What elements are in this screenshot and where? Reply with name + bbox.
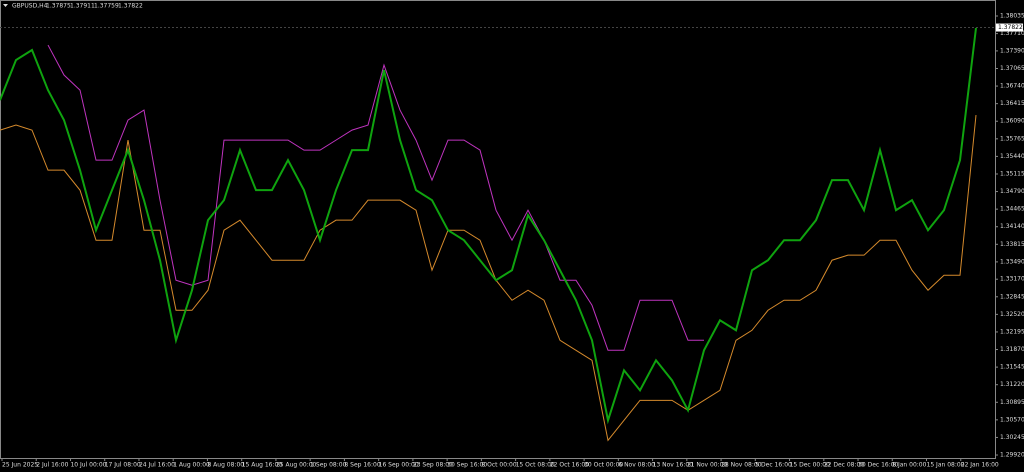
y-tick-label: 1.36740: [1000, 83, 1024, 90]
x-tick-label: 15 Jan 08:00: [927, 462, 965, 469]
y-tick-label: 1.37710: [1000, 30, 1024, 37]
y-tick-label: 1.30895: [1000, 399, 1024, 406]
x-tick-label: 25 Jun 2025: [2, 462, 38, 469]
y-tick-label: 1.36415: [1000, 100, 1024, 107]
y-tick-label: 1.31220: [1000, 381, 1024, 388]
y-tick-label: 1.36090: [1000, 118, 1024, 125]
x-tick-label: 8 Aug 08:00: [207, 462, 244, 469]
x-tick-label: 2 Jul 16:00: [36, 462, 68, 469]
x-tick-label: 30 Dec 16:00: [858, 462, 899, 469]
symbol: GBPUSD,H4: [12, 3, 48, 10]
y-tick-label: 1.35765: [1000, 135, 1024, 142]
x-tick-label: 15 Dec 00:00: [790, 462, 831, 469]
x-tick-label: 30 Oct 00:00: [584, 462, 623, 469]
y-tick-label: 1.32845: [1000, 293, 1024, 300]
x-tick-label: 6 Nov 08:00: [618, 462, 655, 469]
y-tick-label: 1.31545: [1000, 364, 1024, 371]
x-tick-label: 8 Sep 16:00: [344, 462, 380, 469]
y-tick-label: 1.38035: [1000, 13, 1024, 20]
x-tick-label: 8 Oct 00:00: [481, 462, 516, 469]
x-tick-label: 21 Nov 00:00: [687, 462, 728, 469]
x-tick-label: 17 Jul 08:00: [105, 462, 141, 469]
y-tick-label: 1.32195: [1000, 328, 1024, 335]
ohlc-value: 1.37822: [118, 3, 143, 10]
x-tick-label: 25 Aug 00:00: [276, 462, 317, 469]
y-tick-label: 1.33170: [1000, 276, 1024, 283]
y-tick-label: 1.37065: [1000, 65, 1024, 72]
x-tick-label: 22 Jan 16:00: [961, 462, 999, 469]
y-tick-label: 1.34140: [1000, 223, 1024, 230]
x-tick-label: 24 Jul 16:00: [139, 462, 175, 469]
menu-arrow: [3, 4, 8, 7]
ohlc-value: 1.37911: [70, 3, 95, 10]
y-tick-label: 1.29920: [1000, 452, 1024, 459]
x-tick-label: 28 Nov 08:00: [721, 462, 762, 469]
price-line: [0, 115, 977, 442]
x-tick-label: 15 Oct 08:00: [516, 462, 555, 469]
y-tick-label: 1.30570: [1000, 416, 1024, 423]
x-tick-label: 23 Sep 08:00: [413, 462, 453, 469]
y-tick-label: 1.34790: [1000, 188, 1024, 195]
plot-frame: [0, 0, 996, 459]
y-tick-label: 1.30245: [1000, 434, 1024, 441]
x-tick-label: 1 Sep 08:00: [310, 462, 346, 469]
ohlc-value: 1.37875: [46, 3, 71, 10]
y-tick-label: 1.31870: [1000, 346, 1024, 353]
y-tick-label: 1.33490: [1000, 258, 1024, 265]
price-line: [47, 44, 704, 351]
x-tick-label: 8 Jan 00:00: [892, 462, 926, 469]
y-tick-label: 1.33815: [1000, 241, 1024, 248]
ohlc-value: 1.37759: [94, 3, 119, 10]
x-tick-label: 30 Sep 16:00: [447, 462, 487, 469]
y-tick-label: 1.34465: [1000, 206, 1024, 213]
current-price: 1.37822: [998, 24, 1023, 31]
x-tick-label: 22 Oct 16:00: [550, 462, 589, 469]
y-tick-label: 1.35440: [1000, 153, 1024, 160]
x-tick-label: 16 Sep 00:00: [379, 462, 419, 469]
x-tick-label: 15 Aug 16:00: [242, 462, 283, 469]
y-tick-label: 1.35115: [1000, 170, 1024, 177]
x-tick-label: 13 Nov 16:00: [653, 462, 694, 469]
y-tick-label: 1.32520: [1000, 311, 1024, 318]
price-box: [996, 23, 1023, 32]
x-tick-label: 5 Dec 16:00: [755, 462, 792, 469]
x-tick-label: 10 Jul 00:00: [70, 462, 106, 469]
price-line: [0, 27, 977, 425]
y-tick-label: 1.37390: [1000, 47, 1024, 54]
x-tick-label: 1 Aug 00:00: [173, 462, 210, 469]
x-tick-label: 22 Dec 08:00: [824, 462, 865, 469]
